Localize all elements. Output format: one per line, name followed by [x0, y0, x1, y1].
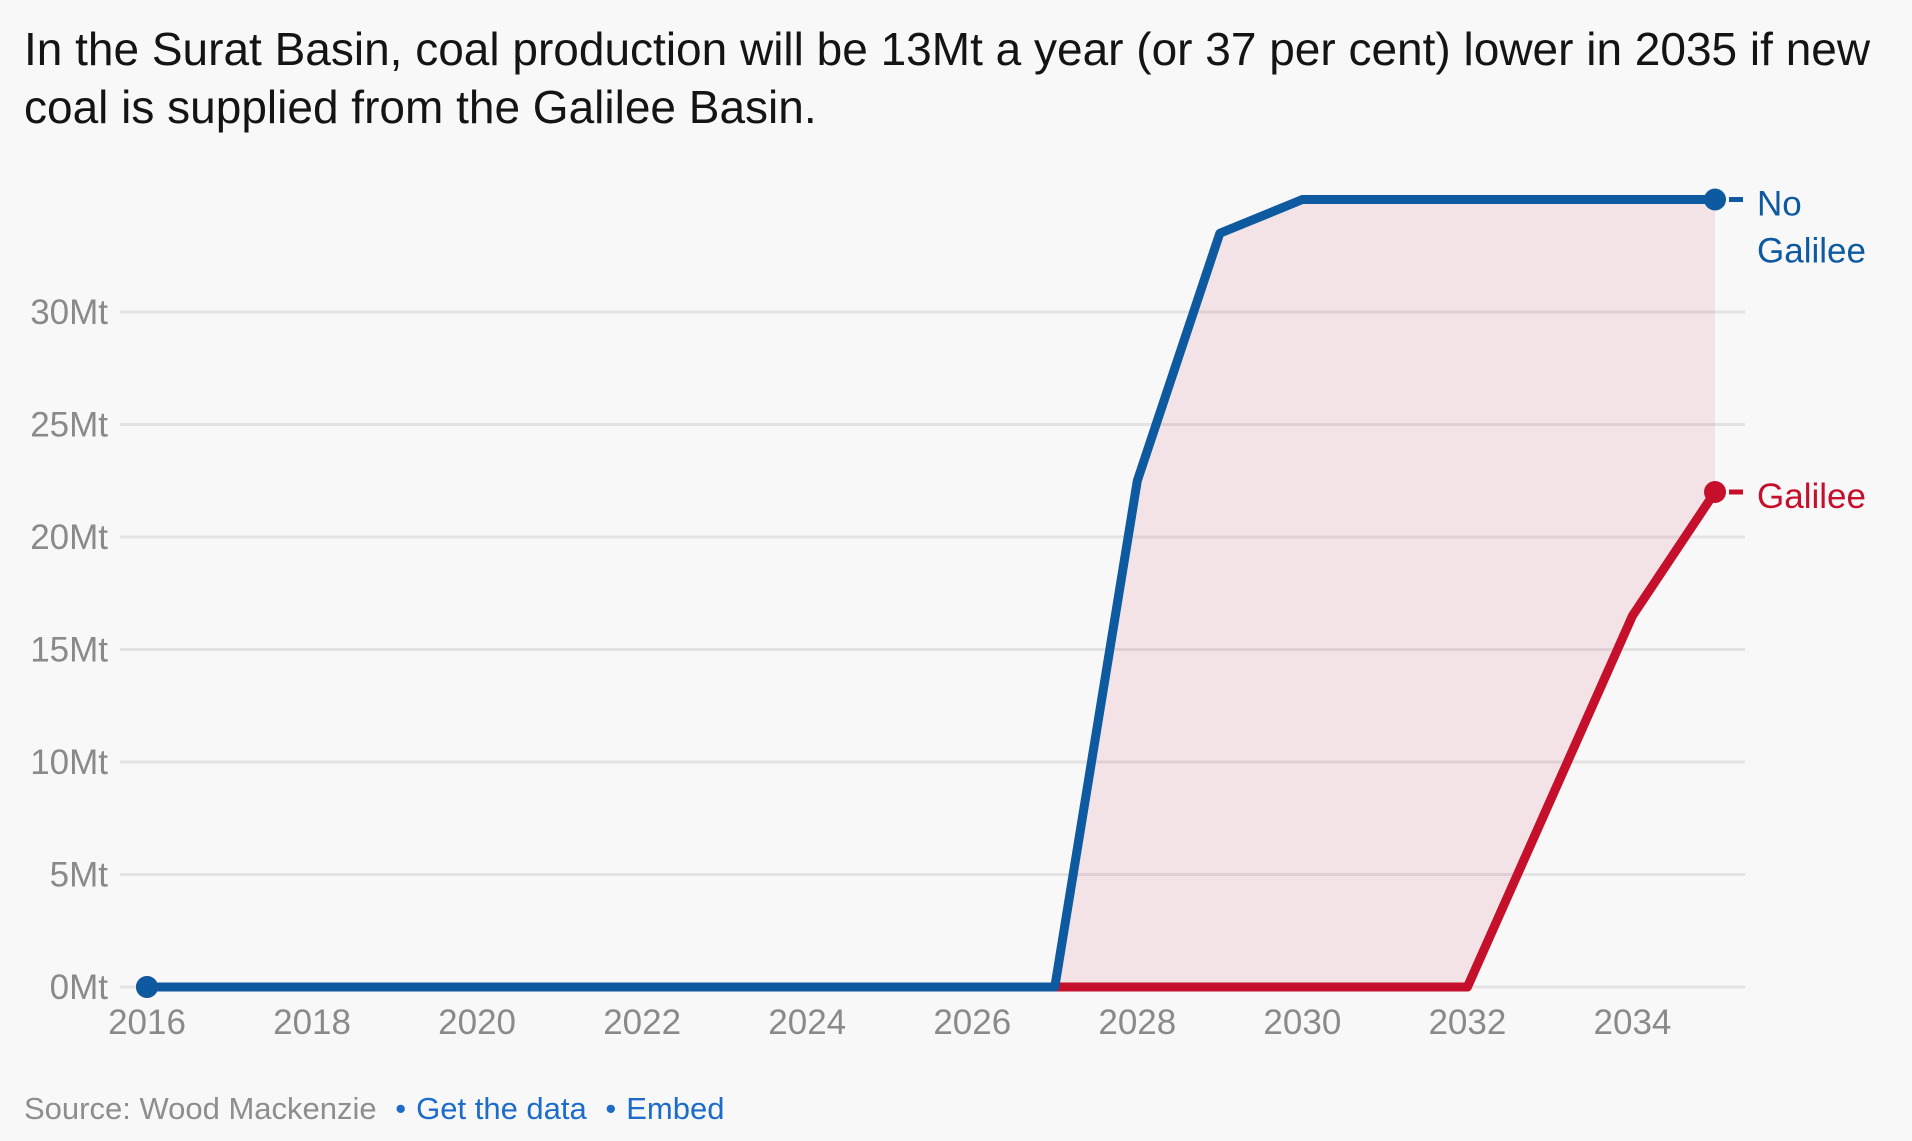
series-label-no-galilee: No: [1757, 185, 1802, 224]
chart-title: In the Surat Basin, coal production will…: [24, 23, 1871, 133]
x-axis-tick-label: 2024: [768, 1003, 846, 1042]
x-axis-tick-label: 2018: [273, 1003, 351, 1042]
x-axis-tick-label: 2022: [603, 1003, 681, 1042]
x-axis-tick-label: 2032: [1428, 1003, 1506, 1042]
series-label-galilee: Galilee: [1757, 477, 1866, 516]
series-end-dot: [1704, 481, 1726, 503]
y-axis-tick-label: 0Mt: [50, 968, 109, 1007]
x-axis-tick-label: 2034: [1594, 1003, 1672, 1042]
embed-link[interactable]: Embed: [626, 1091, 725, 1126]
footer-separator: •: [605, 1091, 617, 1126]
source-text: Source: Wood Mackenzie: [24, 1091, 377, 1126]
series-end-dot: [1704, 188, 1726, 211]
x-axis-tick-label: 2020: [438, 1003, 516, 1042]
x-axis-tick-label: 2028: [1098, 1003, 1176, 1042]
difference-area: [147, 199, 1715, 987]
y-axis-tick-label: 5Mt: [50, 856, 109, 895]
x-axis-tick-label: 2030: [1263, 1003, 1341, 1042]
y-axis-tick-label: 10Mt: [30, 743, 108, 782]
get-the-data-link[interactable]: Get the data: [416, 1091, 587, 1126]
x-axis-tick-label: 2026: [933, 1003, 1011, 1042]
y-axis-tick-label: 25Mt: [30, 406, 108, 445]
x-axis-tick-label: 2016: [108, 1003, 186, 1042]
footer-separator: •: [395, 1091, 407, 1126]
series-start-dot: [136, 976, 158, 998]
y-axis-tick-label: 20Mt: [30, 518, 108, 557]
footer: Source: Wood Mackenzie • Get the data • Em…: [24, 1091, 724, 1127]
series-label-no-galilee: Galilee: [1757, 232, 1866, 271]
series-line-no-galilee: [142, 195, 1720, 992]
y-axis-tick-label: 30Mt: [30, 293, 108, 332]
y-axis-tick-label: 15Mt: [30, 631, 108, 670]
